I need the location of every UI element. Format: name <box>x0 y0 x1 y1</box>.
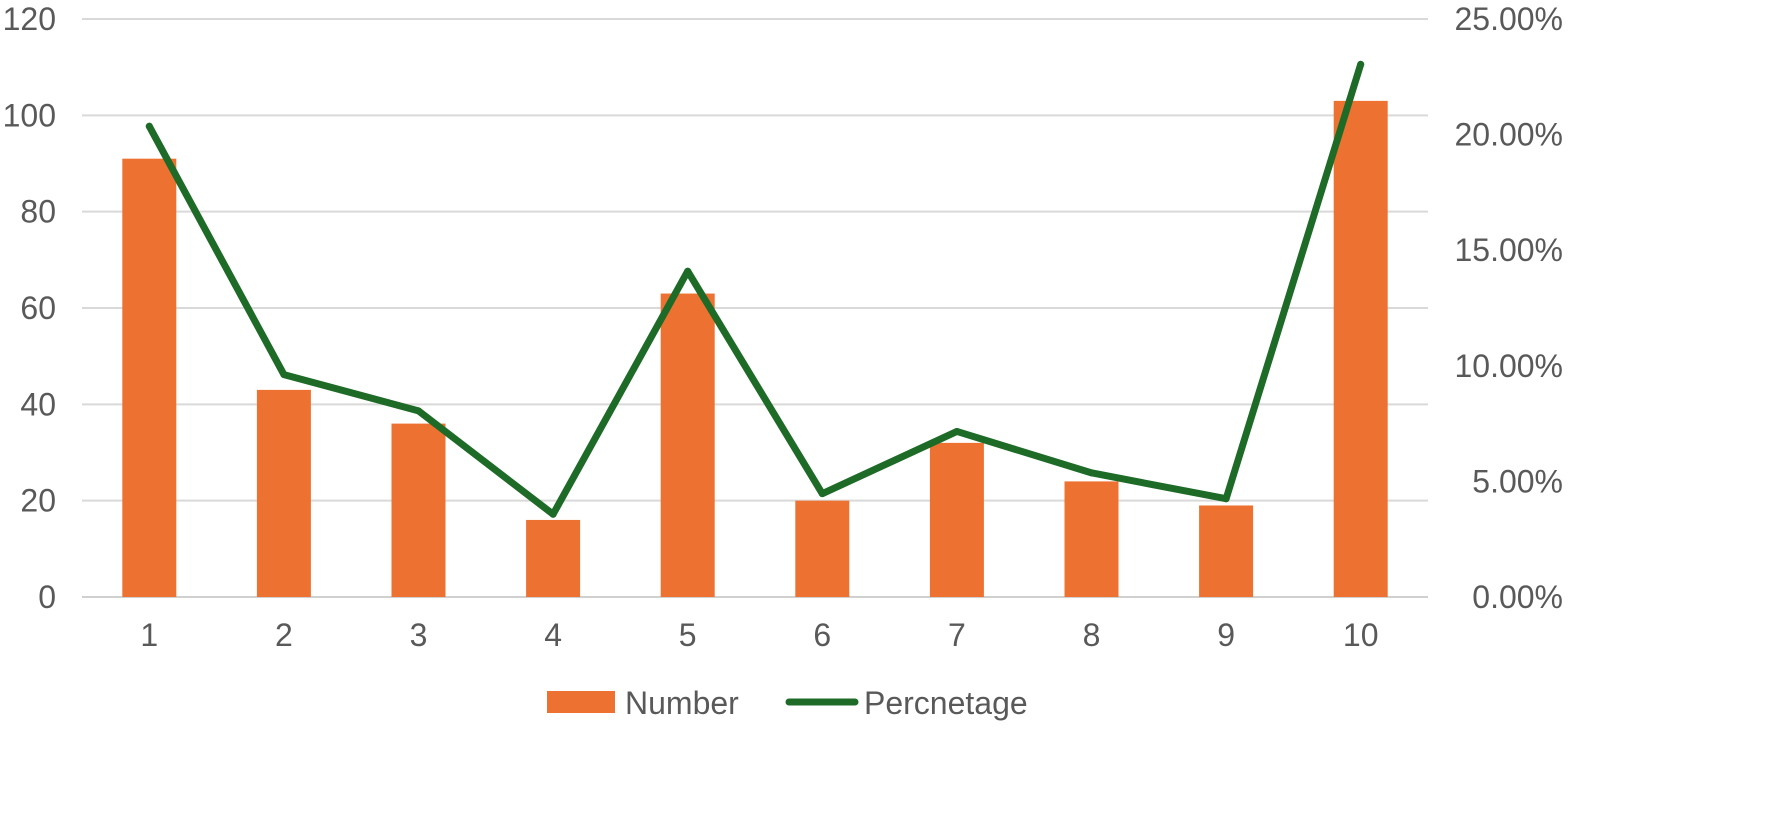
line-point <box>280 371 288 379</box>
bar <box>795 500 850 597</box>
line-point <box>953 427 961 435</box>
y-left-tick-label: 20 <box>20 483 56 519</box>
legend-label: Number <box>625 685 739 721</box>
axes: 0 20 40 60 80 100 120 0.00% 5.00% 10.00% 15.00% 20.… <box>3 1 1563 653</box>
y-left-tick-label: 60 <box>20 290 56 326</box>
y-left-tick-label: 100 <box>3 97 56 133</box>
x-tick-label: 1 <box>140 617 158 653</box>
line-point <box>1088 469 1095 477</box>
line-point <box>549 510 557 518</box>
series-line <box>145 60 1365 518</box>
line-point <box>1222 495 1230 503</box>
y-right-tick-label: 5.00% <box>1472 463 1563 499</box>
y-left-tick-label: 80 <box>20 194 56 230</box>
y-left-tick-label: 0 <box>38 579 56 615</box>
y-left-tick-label: 40 <box>20 386 56 422</box>
y-right-tick-label: 10.00% <box>1454 348 1563 384</box>
x-tick-label: 6 <box>813 617 831 653</box>
bar <box>256 389 311 597</box>
x-tick-label: 7 <box>948 617 966 653</box>
bar <box>660 293 715 597</box>
x-tick-label: 5 <box>679 617 697 653</box>
x-tick-label: 4 <box>544 617 562 653</box>
line-point <box>684 267 692 275</box>
legend-label: Percnetage <box>864 685 1028 721</box>
bar-series <box>122 100 1388 597</box>
x-tick-label: 10 <box>1343 617 1379 653</box>
x-tick-label: 8 <box>1083 617 1101 653</box>
bar <box>1199 505 1254 597</box>
line-point <box>818 490 826 498</box>
line-series <box>145 60 1365 518</box>
bar <box>1333 100 1388 597</box>
bar <box>929 442 984 597</box>
line-point <box>145 122 153 130</box>
legend-swatch-bar <box>547 691 615 713</box>
x-tick-label: 2 <box>275 617 293 653</box>
line-point <box>415 407 422 415</box>
line-point <box>1357 60 1365 68</box>
bar <box>391 423 446 597</box>
y-left-tick-label: 120 <box>3 1 56 37</box>
bar <box>1064 481 1119 597</box>
y-right-tick-label: 0.00% <box>1472 579 1563 615</box>
legend: Number Percnetage <box>547 685 1028 721</box>
x-tick-label: 3 <box>410 617 428 653</box>
y-right-tick-label: 15.00% <box>1454 232 1563 268</box>
y-right-tick-label: 20.00% <box>1454 117 1563 153</box>
y-right-tick-label: 25.00% <box>1454 1 1563 37</box>
x-tick-label: 9 <box>1217 617 1235 653</box>
bar <box>122 158 177 597</box>
bar <box>526 519 581 597</box>
